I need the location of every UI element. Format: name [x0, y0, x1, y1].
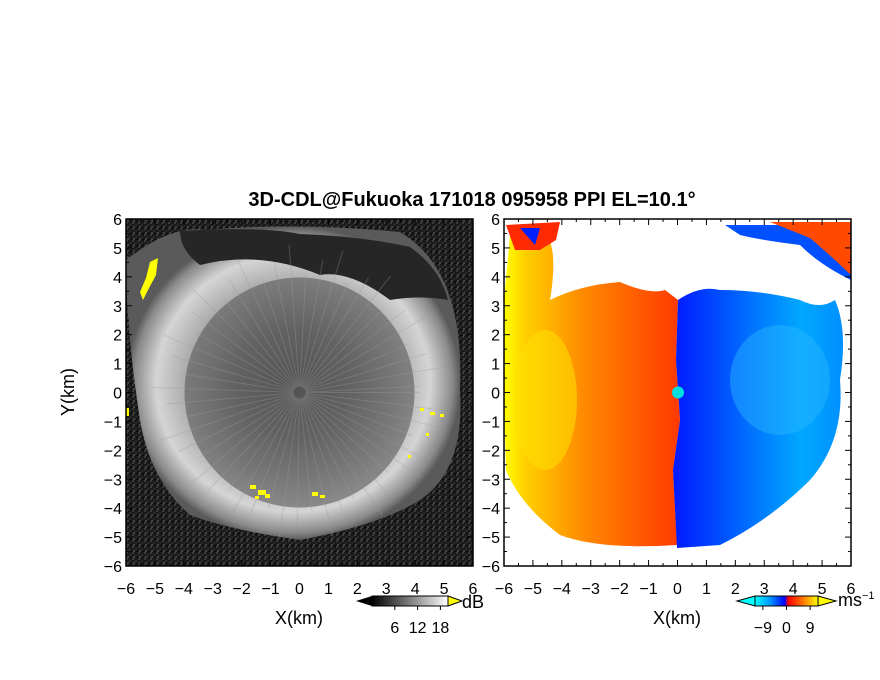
chart-title: 3D-CDL@Fukuoka 171018 095958 PPI EL=10.1…: [248, 189, 695, 211]
snr-x-tick-label: 1: [324, 581, 333, 598]
snr-y-tick-label: 0: [113, 386, 122, 403]
snr-x-tick-label: 3: [382, 581, 391, 598]
snr-y-tick-label: 5: [113, 241, 122, 258]
velocity-x-tick-label: 5: [818, 581, 827, 598]
snr-x-tick-label: −1: [261, 581, 279, 598]
snr-y-tick-label: 3: [113, 299, 122, 316]
velocity-colorbar: −9 0 9 ms−1: [735, 590, 875, 637]
snr-y-axis-label: Y(km): [58, 368, 78, 416]
snr-colorbar-tick-label: 18: [432, 620, 450, 637]
velocity-x-tick-label: −5: [524, 581, 542, 598]
velocity-y-tick-label: 6: [491, 212, 500, 229]
velocity-colorbar-unit-exponent: −1: [862, 590, 875, 602]
velocity-y-tick-label: 5: [491, 241, 500, 258]
velocity-x-tick-label: 2: [731, 581, 740, 598]
velocity-y-tick-label: −6: [482, 559, 500, 576]
velocity-x-tick-label: −4: [553, 581, 571, 598]
snr-colorbar-under-arrow: [356, 596, 372, 606]
snr-y-tick-label: −6: [104, 559, 122, 576]
snr-y-tick-label: −3: [104, 472, 122, 489]
snr-y-tick-label: 6: [113, 212, 122, 229]
velocity-colorbar-tick-label: −9: [754, 620, 772, 637]
snr-y-tick-label: 2: [113, 328, 122, 345]
snr-colorbar-over-arrow: [447, 595, 464, 607]
snr-x-tick-label: 0: [295, 581, 304, 598]
velocity-y-tick-label: −2: [482, 443, 500, 460]
snr-y-tick-label: −4: [104, 501, 122, 518]
velocity-y-tick-label: 2: [491, 328, 500, 345]
snr-x-tick-label: −3: [204, 581, 222, 598]
snr-x-tick-label: −2: [233, 581, 251, 598]
snr-x-tick-label: −4: [175, 581, 193, 598]
velocity-x-tick-label: −1: [639, 581, 657, 598]
velocity-y-tick-label: −5: [482, 530, 500, 547]
snr-colorbar-unit: dB: [462, 592, 484, 612]
velocity-y-tick-label: −4: [482, 501, 500, 518]
velocity-x-tick-label: 1: [702, 581, 711, 598]
velocity-x-tick-label: 6: [847, 581, 856, 598]
velocity-x-tick-label: −3: [582, 581, 600, 598]
snr-x-tick-label: 4: [411, 581, 420, 598]
velocity-colorbar-unit: ms: [838, 590, 862, 610]
velocity-y-tick-label: 3: [491, 299, 500, 316]
snr-colorbar-tick-label: 6: [390, 620, 399, 637]
velocity-x-tick-label: 0: [673, 581, 682, 598]
velocity-x-tick-label: 3: [760, 581, 769, 598]
snr-x-tick-label: 2: [353, 581, 362, 598]
svg-text:ms−1: ms−1: [838, 590, 875, 610]
snr-y-tick-label: 4: [113, 270, 122, 287]
snr-x-tick-label: 5: [440, 581, 449, 598]
velocity-y-tick-label: −1: [482, 414, 500, 431]
snr-x-axis-label: X(km): [275, 608, 323, 628]
snr-y-tick-label: −1: [104, 414, 122, 431]
velocity-colorbar-over-arrow: [817, 595, 838, 607]
velocity-image: [504, 219, 851, 566]
snr-y-tick-label: −2: [104, 443, 122, 460]
velocity-y-tick-label: 4: [491, 270, 500, 287]
velocity-y-tick-label: −3: [482, 472, 500, 489]
velocity-y-tick-label: 0: [491, 386, 500, 403]
snr-x-tick-label: 6: [469, 581, 478, 598]
velocity-x-tick-label: −2: [611, 581, 629, 598]
snr-x-tick-label: −5: [146, 581, 164, 598]
snr-image: [126, 219, 473, 566]
snr-x-tick-label: −6: [117, 581, 135, 598]
velocity-x-tick-label: 4: [789, 581, 798, 598]
snr-colorbar: 6 12 18 dB: [356, 592, 484, 637]
velocity-colorbar-tick-label: 0: [782, 620, 791, 637]
snr-y-tick-label: 1: [113, 357, 122, 374]
velocity-y-tick-label: 1: [491, 357, 500, 374]
velocity-x-axis-label: X(km): [653, 608, 701, 628]
snr-colorbar-tick-label: 12: [409, 620, 427, 637]
velocity-x-tick-label: −6: [495, 581, 513, 598]
velocity-colorbar-tick-label: 9: [806, 620, 815, 637]
snr-y-tick-label: −5: [104, 530, 122, 547]
